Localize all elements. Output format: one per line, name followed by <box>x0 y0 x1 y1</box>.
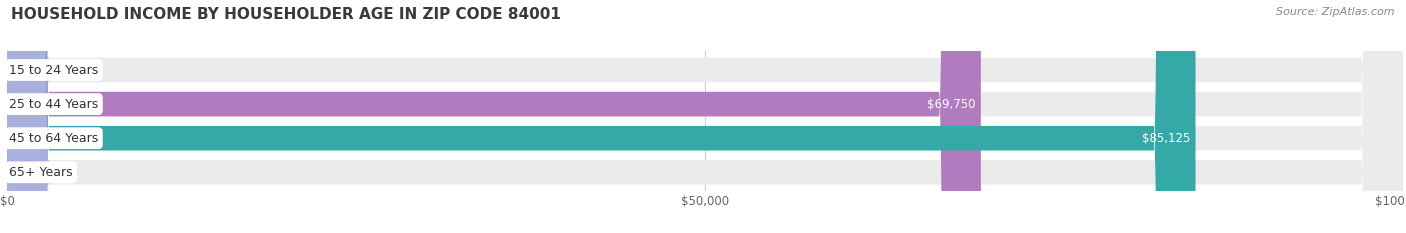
Text: 65+ Years: 65+ Years <box>8 166 73 179</box>
Text: $0: $0 <box>53 166 67 179</box>
Text: $85,125: $85,125 <box>1142 132 1189 145</box>
Text: $0: $0 <box>53 64 67 76</box>
FancyBboxPatch shape <box>0 0 49 233</box>
FancyBboxPatch shape <box>7 0 1195 233</box>
FancyBboxPatch shape <box>7 0 1403 233</box>
Text: $69,750: $69,750 <box>927 98 976 111</box>
Text: 15 to 24 Years: 15 to 24 Years <box>8 64 98 76</box>
FancyBboxPatch shape <box>7 0 1403 233</box>
Text: 25 to 44 Years: 25 to 44 Years <box>8 98 98 111</box>
FancyBboxPatch shape <box>7 0 1403 233</box>
FancyBboxPatch shape <box>7 0 1403 233</box>
FancyBboxPatch shape <box>0 0 49 233</box>
Text: HOUSEHOLD INCOME BY HOUSEHOLDER AGE IN ZIP CODE 84001: HOUSEHOLD INCOME BY HOUSEHOLDER AGE IN Z… <box>11 7 561 22</box>
Text: 45 to 64 Years: 45 to 64 Years <box>8 132 98 145</box>
FancyBboxPatch shape <box>7 0 981 233</box>
Text: Source: ZipAtlas.com: Source: ZipAtlas.com <box>1277 7 1395 17</box>
